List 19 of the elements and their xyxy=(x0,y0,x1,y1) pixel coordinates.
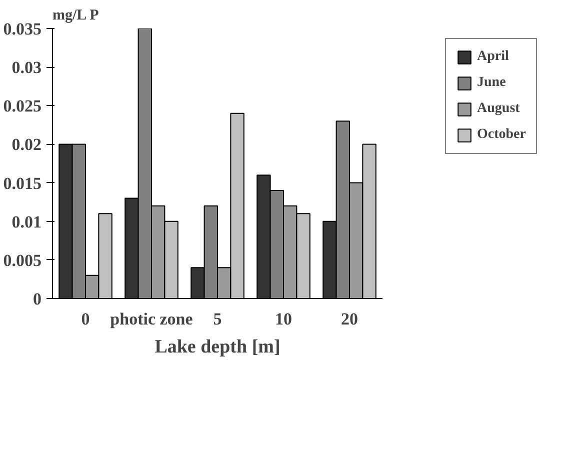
legend-label: June xyxy=(477,75,506,91)
y-tick-label: 0.025 xyxy=(3,96,42,116)
legend-label: October xyxy=(477,127,526,143)
y-tick-label: 0 xyxy=(33,290,42,308)
y-tick-label: 0.015 xyxy=(3,174,42,193)
x-axis-title: Lake depth [m] xyxy=(154,336,280,358)
y-tick-label: 0.005 xyxy=(3,250,42,270)
y-tick-label: 0.03 xyxy=(12,58,42,78)
x-tick-label: 10 xyxy=(275,310,292,328)
legend-label: August xyxy=(477,101,520,117)
y-tick-label: 0.035 xyxy=(3,20,42,38)
x-tick-label: 0 xyxy=(81,310,90,328)
y-tick-label: 0.01 xyxy=(12,212,42,232)
x-tick-label: photic zone xyxy=(110,310,194,328)
y-axis-title: mg/L P xyxy=(52,8,99,24)
x-tick-label: 5 xyxy=(213,310,222,328)
y-tick-label: 0.02 xyxy=(12,135,42,154)
legend-label: April xyxy=(477,49,509,65)
x-tick-label: 20 xyxy=(341,310,358,328)
